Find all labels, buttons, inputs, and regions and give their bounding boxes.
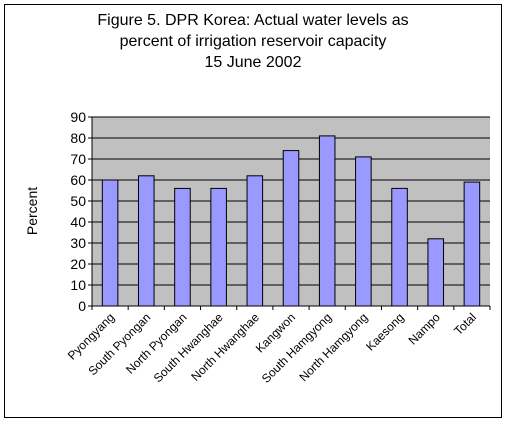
bar [101, 179, 119, 307]
x-tick-label: North Hwanghae [188, 310, 262, 384]
axes [91, 117, 491, 310]
chart-title-line-2: percent of irrigation reservoir capacity [119, 33, 387, 50]
x-tick-label: Total [451, 310, 479, 338]
y-tick-label: 90 [70, 109, 86, 125]
chart-title-line-1: Figure 5. DPR Korea: Actual water levels… [97, 12, 409, 29]
bars [101, 135, 481, 307]
x-tick-label: Kaesong [363, 310, 406, 353]
y-tick-label: 50 [70, 193, 86, 209]
x-tick-label: North Hamgyong [296, 310, 370, 384]
y-tick-label: 30 [70, 235, 86, 251]
x-tick-label: South Pyongan [85, 310, 153, 378]
chart-title: Figure 5. DPR Korea: Actual water levels… [4, 10, 502, 73]
bar [391, 187, 408, 307]
bar [427, 238, 445, 307]
chart-title-line-3: 15 June 2002 [204, 54, 302, 71]
y-tick-label: 60 [70, 172, 86, 188]
bar [137, 175, 155, 307]
bar [282, 150, 300, 307]
bar [246, 175, 264, 307]
bar [174, 187, 191, 307]
y-tick-label: 0 [78, 298, 86, 314]
x-tick-label: Nampo [406, 310, 443, 347]
y-tick-label: 10 [70, 277, 86, 293]
bar [355, 156, 372, 307]
bar [463, 181, 481, 307]
y-tick-label: 80 [70, 130, 86, 146]
y-axis-label: Percent [24, 187, 40, 235]
bar [318, 135, 336, 307]
bar [210, 187, 227, 307]
y-tick-label: 40 [70, 214, 86, 230]
y-tick-label: 70 [70, 151, 86, 167]
y-tick-label: 20 [70, 256, 86, 272]
y-tick-labels: 0 10 20 30 40 50 60 70 80 90 [70, 109, 92, 314]
